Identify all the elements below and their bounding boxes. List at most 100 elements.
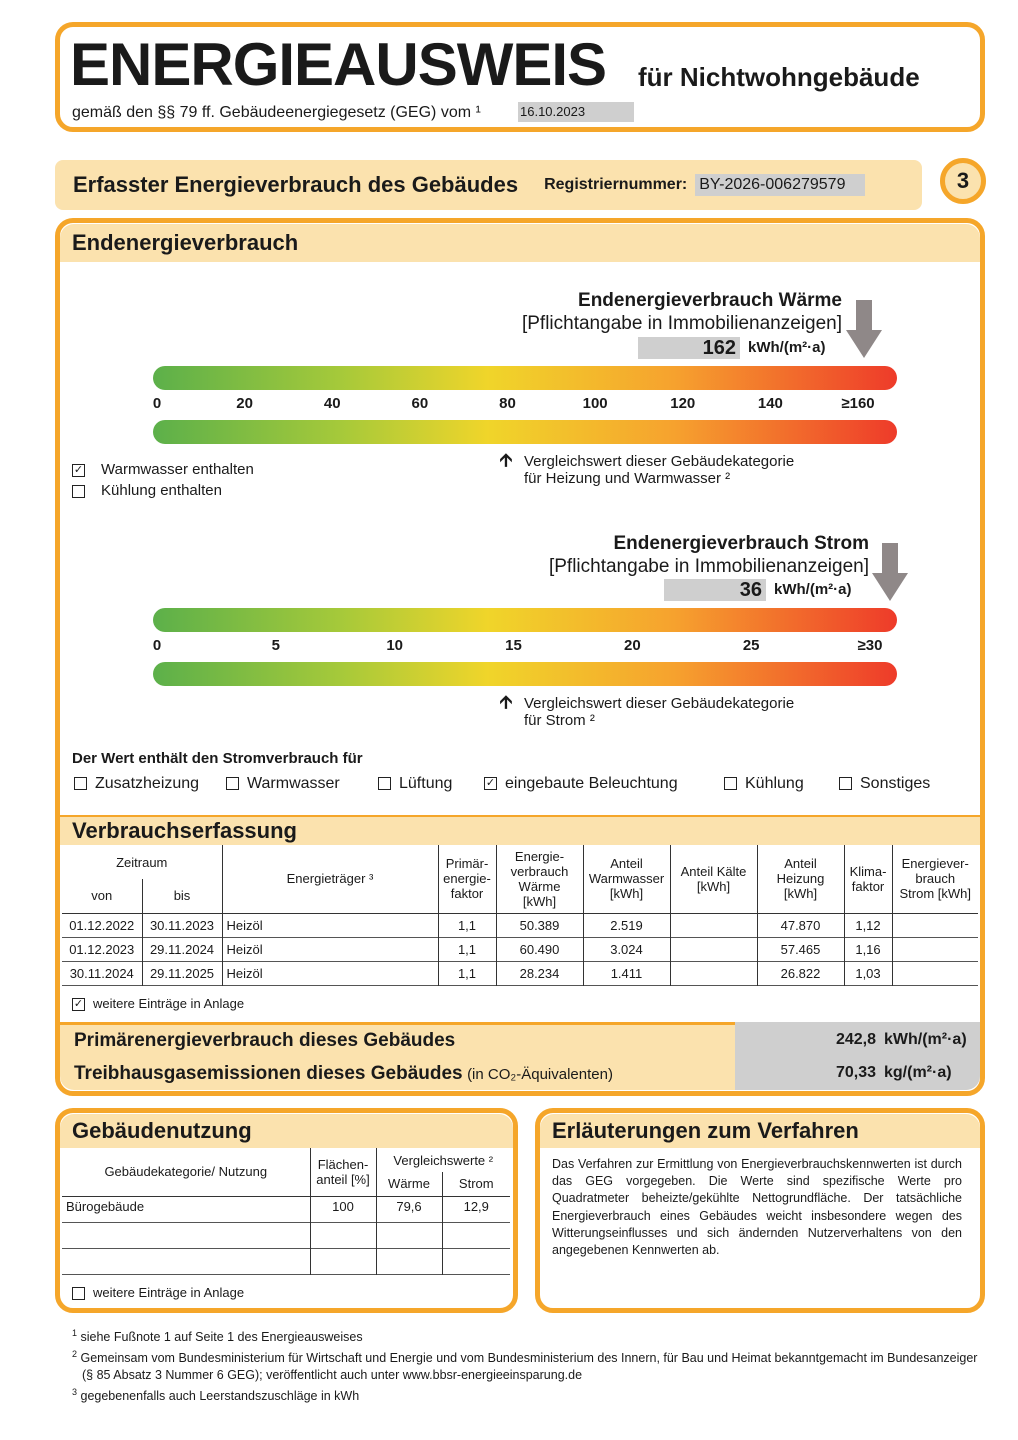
h-strom: Energiever-brauch Strom [kWh]	[891, 845, 978, 913]
include-3[interactable]: ✓ eingebaute Beleuchtung	[484, 775, 678, 793]
checkbox[interactable]	[74, 777, 87, 791]
table-cell: 1,16	[843, 937, 892, 961]
heat-compare-line2: für Heizung und Warmwasser ²	[524, 470, 731, 487]
table-cell: 3.024	[582, 937, 670, 961]
h-bis: bis	[141, 879, 222, 913]
section-title: Erfasster Energieverbrauch des Gebäudes	[73, 172, 519, 197]
table-cell	[669, 913, 757, 937]
scale-tick: 100	[582, 395, 608, 412]
verbrauch-more[interactable]: ✓ weitere Einträge in Anlage	[72, 996, 245, 1012]
checkbox[interactable]: ✓	[72, 998, 85, 1012]
table-cell	[375, 1222, 442, 1248]
heat-compare-text: Vergleichswert dieser Gebäudekategorie f…	[524, 453, 794, 487]
table-cell: 29.11.2024	[141, 937, 222, 961]
checkbox[interactable]	[72, 1287, 85, 1301]
h-ww: Anteil Warmwasser [kWh]	[582, 845, 670, 913]
power-value: 36	[664, 579, 766, 601]
scale-tick: 5	[271, 637, 280, 654]
scale-tick: ≥160	[841, 395, 875, 412]
reg-label: Registriernummer:	[544, 176, 688, 193]
include-label: Sonstiges	[860, 775, 931, 792]
scale-tick: ≥30	[857, 637, 883, 654]
summary-values-bg	[735, 1022, 980, 1090]
table-cell: 12,9	[441, 1196, 510, 1222]
table-cell	[375, 1248, 442, 1274]
table-cell: 60.490	[495, 937, 583, 961]
checkbox[interactable]	[378, 777, 391, 791]
include-0[interactable]: Zusatzheizung	[74, 775, 199, 793]
ghg-label: Treibhausgasemissionen dieses Gebäudes	[74, 1063, 463, 1084]
table-cell	[62, 1222, 310, 1248]
scale-tick: 10	[386, 637, 403, 654]
reg-number: BY-2026-006279579	[695, 174, 866, 196]
nutzung-more[interactable]: weitere Einträge in Anlage	[72, 1285, 245, 1301]
table-cell: 01.12.2023	[69, 941, 135, 957]
scale-tick: 0	[152, 637, 162, 654]
h-pef: Primär-energie-faktor	[437, 845, 496, 913]
power-compare-line2: für Strom ²	[524, 712, 595, 729]
checkbox[interactable]	[226, 777, 239, 791]
scale-tick: 60	[411, 395, 429, 412]
heat-compare-line1: Vergleichswert dieser Gebäudekategorie	[524, 453, 795, 470]
heat-checks: ✓ Warmwasser enthalten Kühlung enthalten	[72, 459, 254, 501]
scale-tick: 120	[670, 395, 696, 412]
power-unit: kWh/(m²·a)	[774, 581, 852, 598]
include-4[interactable]: Kühlung	[724, 775, 804, 793]
check-label: Warmwasser enthalten	[101, 461, 254, 478]
checkbox[interactable]	[72, 484, 85, 498]
checkbox[interactable]	[724, 777, 737, 791]
heat-value-arrow-icon	[846, 300, 882, 363]
scale-tick: 80	[499, 395, 516, 412]
table-row: 01.12.2023 29.11.2024 Heizöl 1,1 60.490 3.024…	[62, 937, 978, 961]
include-5[interactable]: Sonstiges	[839, 775, 930, 793]
verbrauch-header: Verbrauchserfassung	[60, 815, 980, 845]
ghg-value: 70,33	[835, 1064, 876, 1081]
more-label: weitere Einträge in Anlage	[93, 1285, 245, 1300]
table-cell	[669, 961, 757, 985]
check-warmwasser[interactable]: ✓ Warmwasser enthalten	[72, 459, 254, 480]
footnote: 1 siehe Fußnote 1 auf Seite 1 des Energi…	[72, 1328, 363, 1345]
table-cell: 1,12	[843, 913, 892, 937]
primary-value: 242,8	[835, 1031, 876, 1048]
includes-label: Der Wert enthält den Stromverbrauch für	[72, 750, 363, 767]
ghg-note: (in CO₂-Äquivalenten)	[467, 1066, 613, 1083]
heat-value: 162	[638, 337, 740, 359]
law-date: 16.10.2023	[518, 102, 634, 122]
checkbox[interactable]	[839, 777, 852, 791]
h-heiz: Anteil Heizung [kWh]	[756, 845, 844, 913]
table-cell: 26.822	[756, 961, 844, 985]
erl-header: Erläuterungen zum Verfahren	[540, 1114, 980, 1148]
table-cell: Heizöl	[221, 961, 438, 985]
heat-unit: kWh/(m²·a)	[748, 339, 826, 356]
heat-scale-top	[153, 366, 897, 390]
check-kuehlung[interactable]: Kühlung enthalten	[72, 480, 254, 501]
table-cell	[891, 937, 978, 961]
table-cell: 57.465	[756, 937, 844, 961]
include-1[interactable]: Warmwasser	[226, 775, 340, 793]
table-cell: 50.389	[495, 913, 583, 937]
footnote: 3 gegebenenfalls auch Leerstandszuschläg…	[72, 1387, 360, 1404]
checkbox[interactable]: ✓	[484, 777, 497, 791]
table-cell	[62, 1248, 310, 1274]
nutzung-header: Gebäudenutzung	[60, 1114, 513, 1148]
table-cell: 1,1	[437, 937, 496, 961]
table-cell: Heizöl	[221, 937, 438, 961]
verbrauch-table: Zeitraum Energieträger ³ Primär-energie-…	[62, 845, 978, 986]
checkbox[interactable]: ✓	[72, 463, 85, 477]
more-label: weitere Einträge in Anlage	[93, 996, 245, 1011]
table-cell	[441, 1248, 510, 1274]
scale-tick: 140	[757, 395, 783, 412]
primary-unit: kWh/(m²·a)	[884, 1031, 967, 1048]
footnote: 2 Gemeinsam vom Bundesministerium für Wi…	[72, 1349, 978, 1383]
table-cell: 30.11.2024	[69, 965, 134, 981]
table-cell: 01.12.2022	[69, 917, 135, 933]
include-2[interactable]: Lüftung	[378, 775, 452, 793]
table-cell: 29.11.2025	[141, 961, 222, 985]
include-label: Lüftung	[399, 775, 453, 792]
table-cell: 30.11.2023	[141, 913, 222, 937]
scale-tick: 25	[742, 637, 760, 654]
power-compare-line1: Vergleichswert dieser Gebäudekategorie	[524, 695, 795, 712]
nutzung-table: Gebäudekategorie/ Nutzung Flächen-anteil…	[62, 1148, 510, 1275]
heat-scale-bottom	[153, 420, 897, 444]
include-label: Kühlung	[745, 775, 804, 792]
